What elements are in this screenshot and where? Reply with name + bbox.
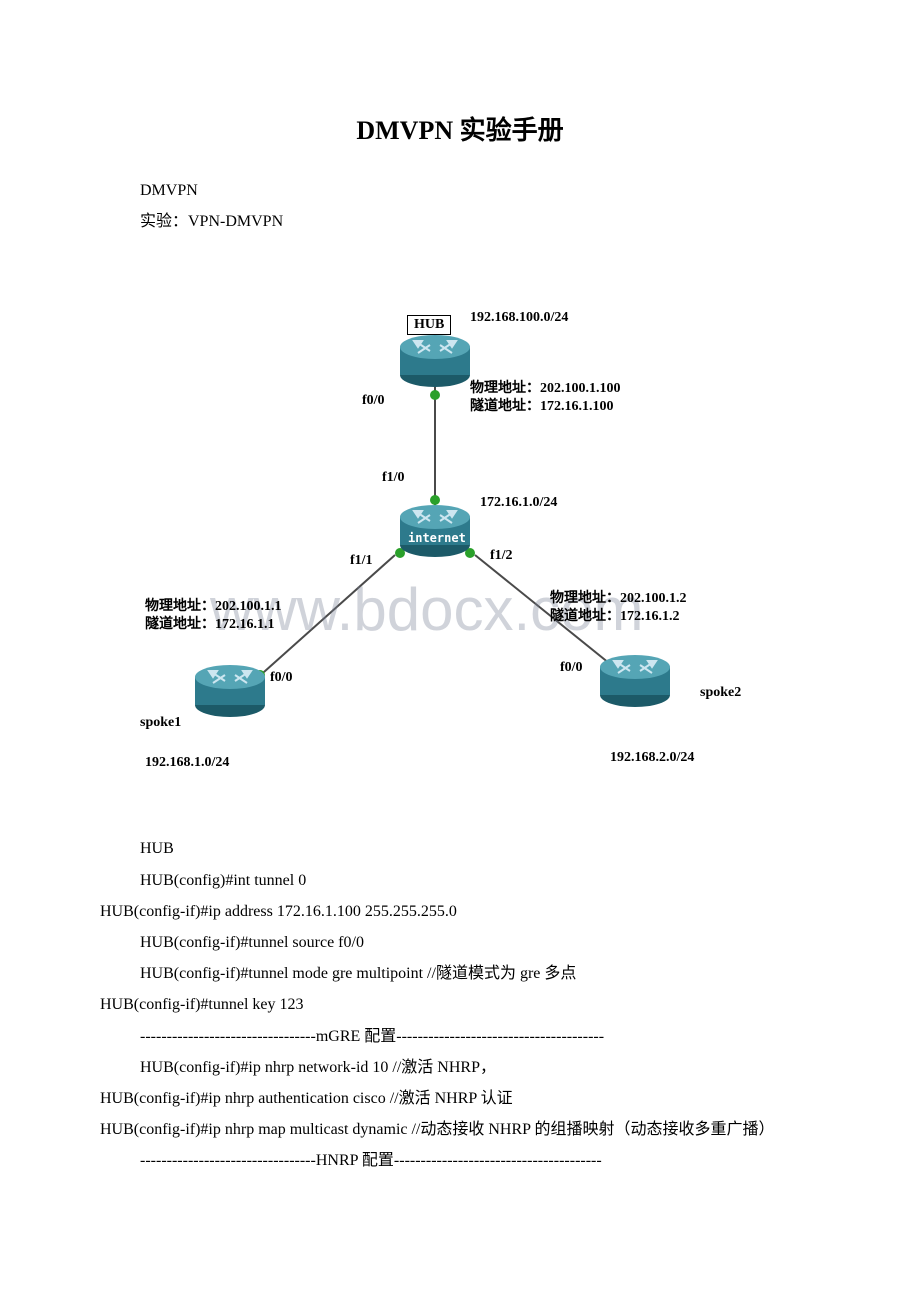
f00-top-label: f0/0 [362, 393, 385, 409]
f00-right-label: f0/0 [560, 660, 583, 676]
divider-hnrp: ---------------------------------HNRP 配置… [100, 1147, 820, 1174]
hub-router-icon [400, 335, 470, 387]
config-line-2: HUB(config-if)#tunnel source f0/0 [100, 929, 820, 956]
spoke1-subnet-label: 192.168.1.0/24 [145, 755, 229, 771]
spoke2-phys-label: 物理地址：202.100.1.2 [550, 587, 687, 607]
spoke2-router-icon [600, 655, 670, 707]
spoke1-phys-label: 物理地址：202.100.1.1 [145, 595, 282, 615]
config-line-3a: HUB(config-if)#tunnel mode gre multipoin… [100, 960, 820, 987]
config-line-4c: HUB(config-if)#ip nhrp map multicast dyn… [100, 1116, 820, 1143]
diagram-svg [100, 265, 820, 795]
spoke2-label: spoke2 [700, 685, 741, 701]
page-title: DMVPN 实验手册 [100, 110, 820, 147]
hub-phys-label: 物理地址：202.100.1.100 [470, 377, 621, 397]
config-line-1a: HUB(config)#int tunnel 0 [100, 867, 820, 894]
divider-mgre: ---------------------------------mGRE 配置… [100, 1023, 820, 1050]
spoke1-label: spoke1 [140, 715, 181, 731]
config-line-3b: HUB(config-if)#tunnel key 123 [100, 991, 820, 1018]
config-line-1b: HUB(config-if)#ip address 172.16.1.100 2… [100, 898, 820, 925]
spoke2-tun-label: 隧道地址：172.16.1.2 [550, 605, 680, 625]
intro-line-1: DMVPN [100, 177, 820, 204]
f12-label: f1/2 [490, 548, 513, 564]
f10-label: f1/0 [382, 470, 405, 486]
config-line-4b: HUB(config-if)#ip nhrp authentication ci… [100, 1085, 820, 1112]
hub-label: HUB [407, 315, 451, 335]
f00-left-label: f0/0 [270, 670, 293, 686]
section-hub: HUB [100, 835, 820, 862]
hub-subnet-label: 192.168.100.0/24 [470, 310, 568, 326]
config-line-4a: HUB(config-if)#ip nhrp network-id 10 //激… [100, 1054, 820, 1081]
spoke2-subnet-label: 192.168.2.0/24 [610, 750, 694, 766]
intro-line-2: 实验：VPN-DMVPN [100, 208, 820, 235]
spoke1-tun-label: 隧道地址：172.16.1.1 [145, 613, 275, 633]
network-diagram: www.bdocx.com HUB 192.168.100.0/24 物理地址：… [100, 265, 820, 795]
cloud-net-label: 172.16.1.0/24 [480, 495, 557, 511]
spoke1-router-icon [195, 665, 265, 717]
internet-label: internet [408, 531, 463, 545]
f11-label: f1/1 [350, 553, 373, 569]
hub-tun-label: 隧道地址：172.16.1.100 [470, 395, 614, 415]
